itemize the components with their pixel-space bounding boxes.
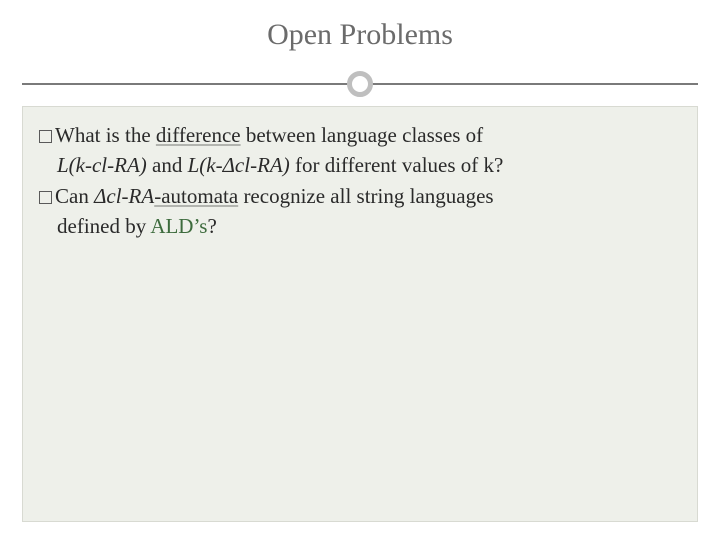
bullet-item: Can Δcl-RA-automata recognize all string… [39, 182, 681, 210]
bullet-text: defined by [57, 214, 150, 238]
bullet-continuation: defined by ALD’s? [39, 212, 681, 240]
content-box: What is the difference between language … [22, 106, 698, 522]
bullet-text: -automata [154, 184, 238, 208]
slide-title: Open Problems [0, 18, 720, 52]
bullet-text: and [147, 153, 188, 177]
bullet-continuation: L(k-cl-RA) and L(k-Δcl-RA) for different… [39, 151, 681, 179]
bullet-square-icon [39, 191, 52, 204]
bullet-text: ALD’s [150, 214, 207, 238]
bullet-text: Δcl-RA [94, 184, 154, 208]
bullet-text: ? [207, 214, 216, 238]
bullet-square-icon [39, 130, 52, 143]
bullet-text: for different values of k? [290, 153, 504, 177]
divider [0, 70, 720, 98]
bullet-text: What is the [55, 123, 156, 147]
divider-circle-icon [347, 71, 373, 97]
bullet-item: What is the difference between language … [39, 121, 681, 149]
bullet-text: L(k-Δcl-RA) [188, 153, 290, 177]
bullet-text: difference [156, 123, 241, 147]
bullet-text: Can [55, 184, 94, 208]
bullet-text: between language classes of [241, 123, 484, 147]
slide: Open Problems What is the difference bet… [0, 0, 720, 540]
bullet-text: L(k-cl-RA) [57, 153, 147, 177]
title-area: Open Problems [0, 0, 720, 52]
bullet-text: recognize all string languages [238, 184, 493, 208]
